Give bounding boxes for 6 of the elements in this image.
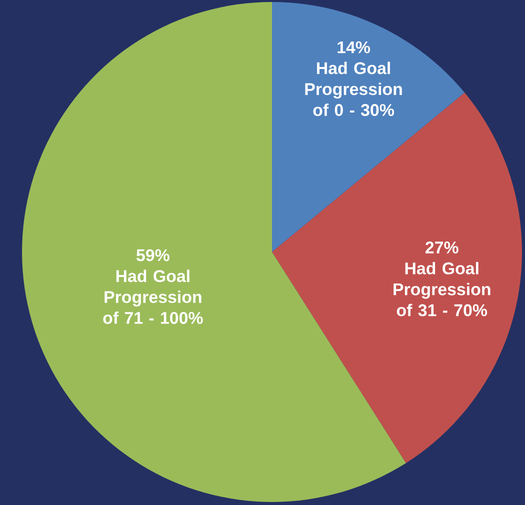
data-label: 14% bbox=[338, 41, 370, 54]
data-label: 59% bbox=[136, 249, 170, 262]
data-label: 27% bbox=[426, 241, 458, 254]
slice-label: Had Goal Progression of 71 - 100% bbox=[103, 270, 203, 324]
slice-label: Had Goal Progression of 31 - 70% bbox=[394, 262, 490, 316]
slice-label: Had Goal Progression of 0 - 30% bbox=[305, 62, 402, 116]
